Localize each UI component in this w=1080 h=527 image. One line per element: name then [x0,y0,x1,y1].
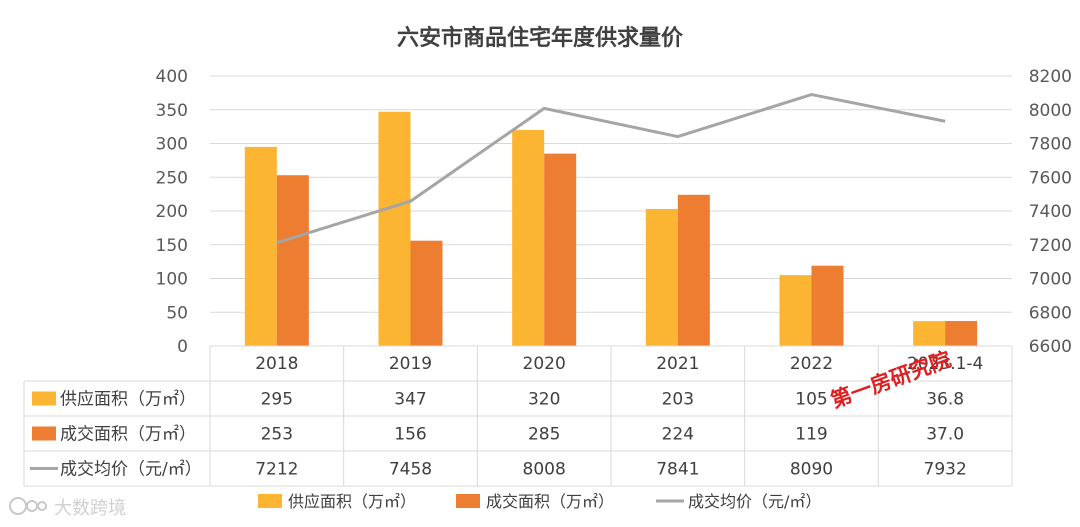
chart-title: 六安市商品住宅年度供求量价 [397,25,684,51]
bar-supply-4 [779,275,812,346]
y-left-tick-label: 150 [156,236,188,256]
data-label: 7212 [255,460,298,480]
legend: 供应面积（万㎡） 成交面积（万㎡） 成交均价（元/㎡） [258,492,821,511]
bar-deal-4 [811,265,844,346]
watermark-logo-icon [9,497,47,515]
data-label: 8090 [790,460,833,480]
y-left-tick-label: 350 [156,101,188,121]
y-left-tick-label: 50 [166,303,188,323]
table-row-label: 成交均价（元/㎡） [60,460,202,480]
gridlines [210,75,1012,347]
y-right-tick-label: 6600 [1029,337,1072,357]
price-line [276,93,946,245]
data-label: 156 [394,425,426,445]
bar-supply-1 [378,111,411,347]
data-label: 285 [528,425,560,445]
data-table: 2018 2019 2020 2021 2022 2023.1-4 供应面积（万㎡） 295 3… [23,345,1013,487]
y-right-tick-label: 7600 [1029,168,1072,188]
data-label: 36.8 [926,390,964,410]
data-label: 253 [261,425,293,445]
data-label: 105 [795,390,827,410]
data-label: 119 [795,425,827,445]
y-left-tick-label: 300 [156,135,188,155]
y-right-tick-label: 8200 [1029,67,1072,87]
bar-deal-0 [276,175,309,346]
y-left-tick-label: 200 [156,202,188,222]
bar-deal-3 [677,194,710,346]
data-label: 295 [261,390,293,410]
data-label: 7458 [389,460,432,480]
y-left-tick-label: 100 [156,270,188,290]
data-label: 37.0 [926,425,964,445]
x-tick-label: 2018 [255,354,298,374]
data-label: 8008 [523,460,566,480]
x-tick-label: 2022 [790,354,833,374]
data-label: 7841 [656,460,699,480]
y-right-tick-label: 7000 [1029,270,1072,290]
table-legend-key [32,426,56,441]
bar-deal-2 [544,153,577,346]
table-legend-key [32,391,56,406]
y-right-tick-label: 8000 [1029,101,1072,121]
bar-deal-5 [945,321,978,346]
table-row-label: 成交面积（万㎡） [60,425,196,445]
x-tick-label: 2021 [656,354,699,374]
y-axis-right: 6600 6800 7000 7200 7400 7600 7800 8000 8200 [1029,67,1072,357]
data-label: 203 [662,390,694,410]
y-right-tick-label: 6800 [1029,303,1072,323]
legend-key [258,494,282,508]
y-left-tick-label: 400 [156,67,188,87]
y-left-tick-label: 0 [177,337,188,357]
data-label: 7932 [924,460,967,480]
legend-label: 供应面积（万㎡） [288,492,416,511]
y-right-tick-label: 7800 [1029,135,1072,155]
x-tick-label: 2023.1-4 [907,354,983,374]
x-tick-label: 2020 [523,354,566,374]
y-right-tick-label: 7200 [1029,236,1072,256]
watermark: 大数跨境 [9,497,126,519]
data-label: 224 [662,425,694,445]
y-left-tick-label: 250 [156,168,188,188]
y-axis-left: 0 50 100 150 200 250 300 350 400 [156,67,188,357]
data-label: 347 [394,390,426,410]
bar-deal-1 [410,240,443,346]
line-avg-price [276,93,946,245]
legend-key [456,494,480,508]
watermark-text: 大数跨境 [54,498,126,519]
bar-supply-0 [244,146,277,346]
data-label: 320 [528,390,560,410]
table-row-label: 供应面积（万㎡） [60,390,196,410]
x-tick-label: 2019 [389,354,432,374]
bar-supply-5 [913,321,946,346]
legend-label: 成交面积（万㎡） [486,492,614,511]
bars [244,111,978,347]
bar-supply-2 [512,130,545,346]
bar-supply-3 [645,208,678,346]
legend-label: 成交均价（元/㎡） [688,492,821,511]
y-right-tick-label: 7400 [1029,202,1072,222]
